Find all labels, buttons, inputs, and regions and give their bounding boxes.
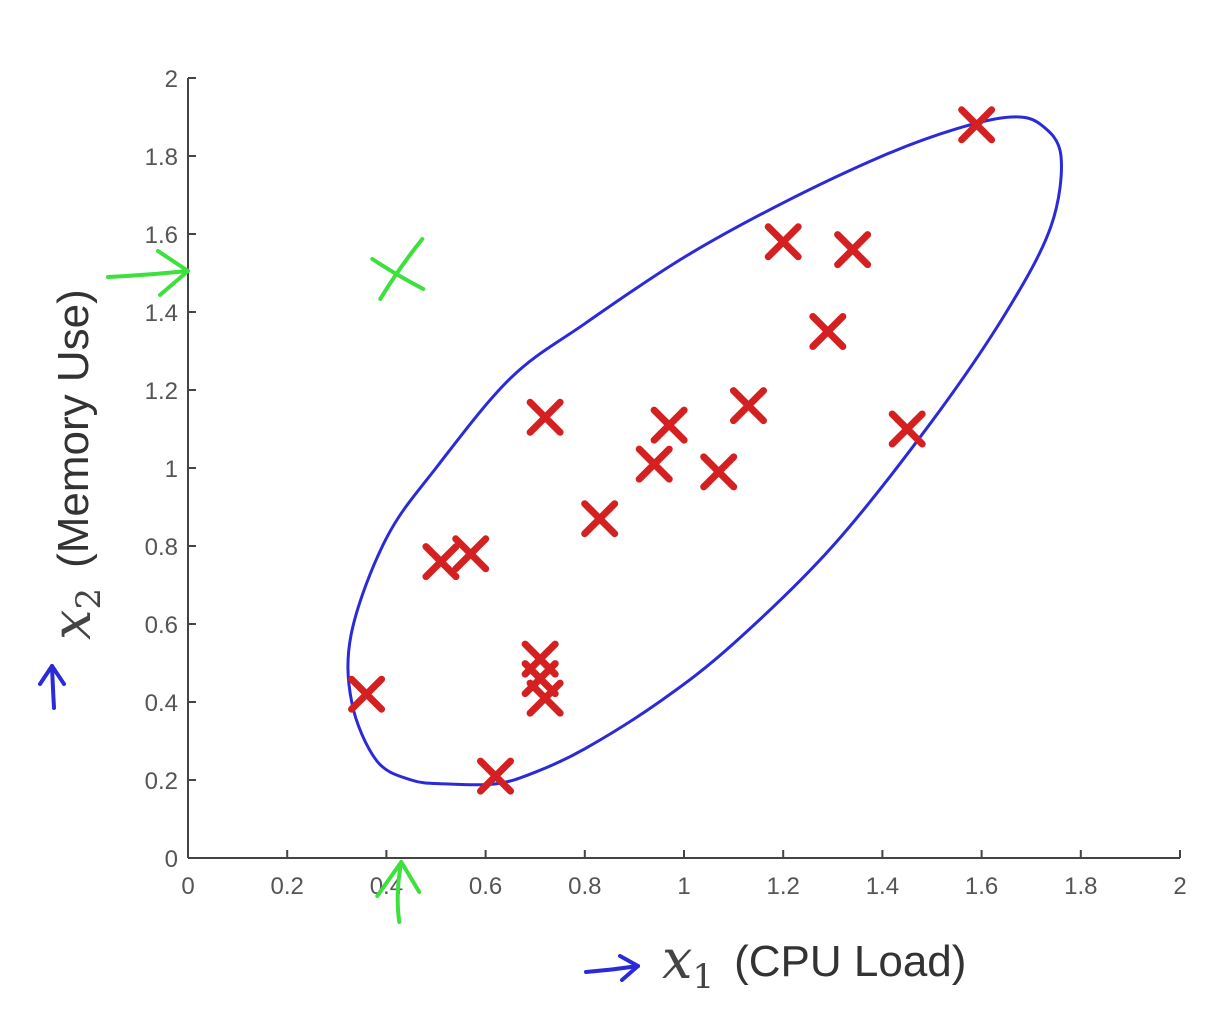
data-point xyxy=(764,223,802,261)
y-tick-label: 2 xyxy=(165,66,178,93)
data-point xyxy=(477,757,515,795)
x-tick-label: 1.4 xyxy=(866,873,899,900)
x-axis-label-sub: 1 xyxy=(692,957,714,997)
x-projection-arrow xyxy=(375,860,422,924)
x-tick-label: 1.8 xyxy=(1064,873,1097,900)
data-point xyxy=(834,231,872,269)
y-tick-label: 0.2 xyxy=(145,768,178,795)
y-tick-label: 1.2 xyxy=(145,378,178,405)
data-point xyxy=(348,675,386,713)
x-tick-label: 1.6 xyxy=(965,873,998,900)
data-point xyxy=(650,406,688,444)
x-tick-label: 0.2 xyxy=(271,873,304,900)
x-tick-label: 0.6 xyxy=(469,873,502,900)
x-axis-label: x1 (CPU Load) xyxy=(662,928,966,997)
y-tick-label: 0.4 xyxy=(145,690,178,717)
y-axis-label-sub: 2 xyxy=(69,588,109,610)
data-point xyxy=(635,445,673,483)
x-tick-label: 0 xyxy=(181,873,194,900)
x-axis-label-text: (CPU Load) xyxy=(734,937,966,986)
y-tick-label: 1.4 xyxy=(145,300,178,327)
data-point xyxy=(452,535,490,573)
data-point xyxy=(729,387,767,425)
y-axis-label: x2 (Memory Use) xyxy=(40,289,109,640)
data-point xyxy=(422,543,460,581)
decision-boundary-curve xyxy=(346,115,1063,787)
data-point xyxy=(526,398,564,436)
data-point xyxy=(526,679,564,717)
data-point xyxy=(958,106,996,144)
y-tick-label: 0.6 xyxy=(145,612,178,639)
data-point xyxy=(888,410,926,448)
anomaly-point xyxy=(370,237,426,301)
y-axis-label-text: (Memory Use) xyxy=(49,289,98,568)
y-label-arrow xyxy=(38,664,66,710)
x-label-arrow xyxy=(584,954,640,982)
x-tick-label: 1 xyxy=(677,873,690,900)
x-tick-label: 0.8 xyxy=(568,873,601,900)
data-point xyxy=(581,500,619,538)
y-projection-arrow xyxy=(106,249,190,297)
data-point xyxy=(809,313,847,350)
y-axis-label-var: x xyxy=(40,610,103,640)
x-axis-label-var: x xyxy=(662,928,692,991)
y-tick-label: 0 xyxy=(165,846,178,873)
y-tick-label: 1.8 xyxy=(145,144,178,171)
y-tick-label: 0.8 xyxy=(145,534,178,561)
y-tick-label: 1.6 xyxy=(145,222,178,249)
y-tick-label: 1 xyxy=(165,456,178,483)
x-tick-label: 1.2 xyxy=(767,873,800,900)
data-point xyxy=(700,453,738,491)
x-tick-label: 2 xyxy=(1173,873,1186,900)
